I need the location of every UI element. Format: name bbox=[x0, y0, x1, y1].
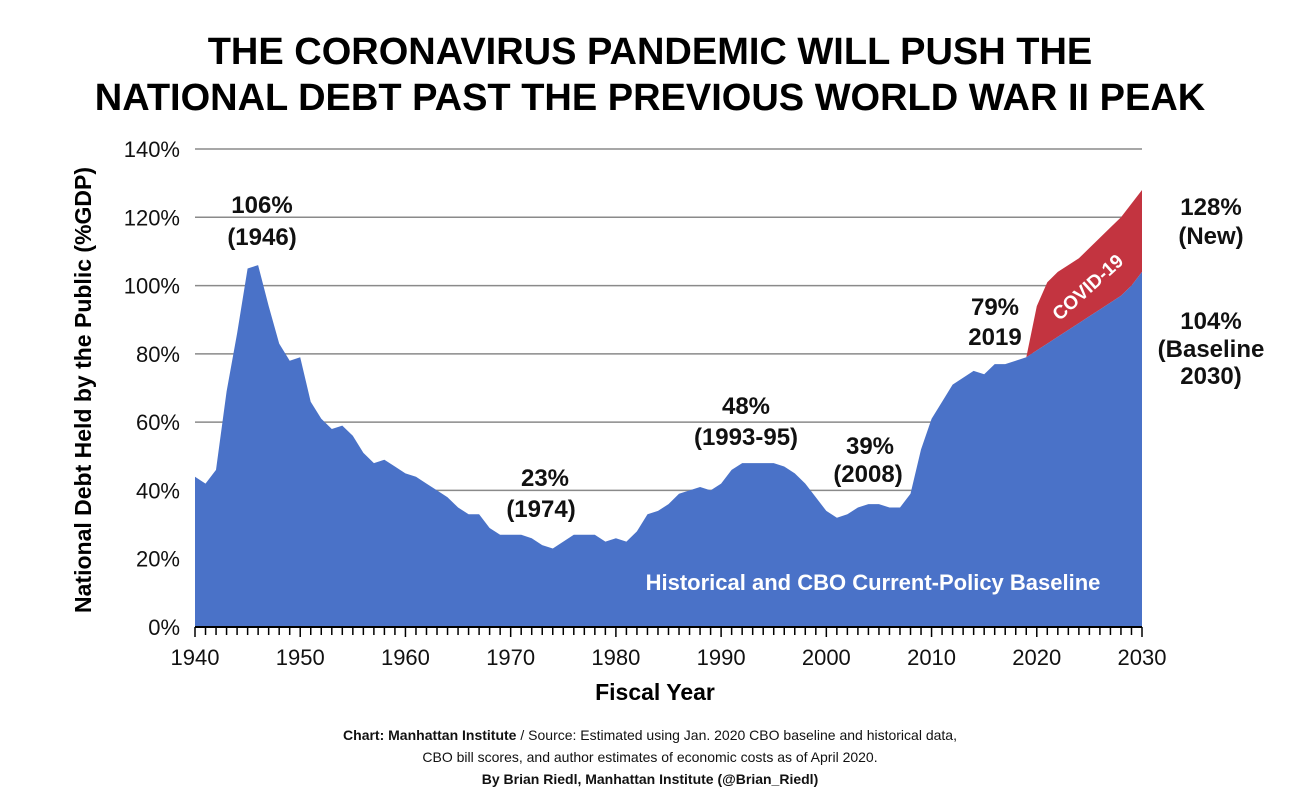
footer-source-line-2: CBO bill scores, and author estimates of… bbox=[422, 749, 878, 765]
y-axis: 0% 20% 40% 60% 80% 100% 120% 140% bbox=[124, 137, 180, 640]
y-tick-label: 40% bbox=[136, 478, 180, 503]
data-label-baseline-value: 104% bbox=[1180, 308, 1241, 335]
footer-source-line-1: Chart: Manhattan Institute / Source: Est… bbox=[0, 727, 1300, 743]
footer-source-text: Source: Estimated using Jan. 2020 CBO ba… bbox=[528, 727, 957, 743]
x-tick-label: 2030 bbox=[1118, 645, 1167, 670]
x-axis-label: Fiscal Year bbox=[595, 679, 715, 705]
x-tick-label: 1940 bbox=[171, 645, 220, 670]
data-label-2008-value: 39% bbox=[846, 433, 894, 460]
data-label-1993-value: 48% bbox=[722, 393, 770, 420]
x-tick-label: 2000 bbox=[802, 645, 851, 670]
footer-separator: / bbox=[516, 727, 529, 743]
x-axis: 1940 1950 1960 1970 1980 1990 2000 2010 2020 2030 bbox=[171, 626, 1167, 670]
data-label-new-caption: (New) bbox=[1178, 223, 1243, 250]
debt-area-chart: 1940 1950 1960 1970 1980 1990 2000 2010 2020 2030… bbox=[70, 137, 1265, 705]
x-tick-label: 1970 bbox=[486, 645, 535, 670]
covid-area bbox=[1026, 190, 1142, 358]
data-label-1993-year: (1993-95) bbox=[694, 424, 798, 451]
x-tick-label: 2020 bbox=[1012, 645, 1061, 670]
y-tick-label: 80% bbox=[136, 342, 180, 367]
data-label-1974-value: 23% bbox=[521, 465, 569, 492]
x-tick-label: 1980 bbox=[591, 645, 640, 670]
footer-credit: Chart: Manhattan Institute bbox=[343, 727, 517, 743]
data-label-new-value: 128% bbox=[1180, 194, 1241, 221]
area-series bbox=[195, 190, 1142, 627]
chart-title-line-1: THE CORONAVIRUS PANDEMIC WILL PUSH THE bbox=[207, 31, 1093, 73]
x-tick-label: 1990 bbox=[697, 645, 746, 670]
y-tick-label: 120% bbox=[124, 205, 180, 230]
data-label-1974-year: (1974) bbox=[506, 496, 575, 523]
x-tick-label: 1950 bbox=[276, 645, 325, 670]
y-tick-label: 140% bbox=[124, 137, 180, 162]
chart-title-line-2: NATIONAL DEBT PAST THE PREVIOUS WORLD WA… bbox=[94, 77, 1206, 119]
baseline-series-label: Historical and CBO Current-Policy Baseli… bbox=[646, 570, 1101, 595]
y-tick-label: 0% bbox=[148, 615, 180, 640]
footer-byline: By Brian Riedl, Manhattan Institute (@Br… bbox=[481, 771, 819, 787]
y-tick-label: 100% bbox=[124, 274, 180, 299]
baseline-area bbox=[195, 265, 1142, 627]
x-tick-label: 2010 bbox=[907, 645, 956, 670]
y-tick-label: 60% bbox=[136, 410, 180, 435]
data-label-2019-year: 2019 bbox=[968, 324, 1021, 351]
data-label-1946-value: 106% bbox=[231, 192, 292, 219]
x-tick-label: 1960 bbox=[381, 645, 430, 670]
y-tick-label: 20% bbox=[136, 547, 180, 572]
data-label-2008-year: (2008) bbox=[833, 461, 902, 488]
data-label-1946-year: (1946) bbox=[227, 224, 296, 251]
data-label-2019-value: 79% bbox=[971, 294, 1019, 321]
data-label-baseline-year: 2030) bbox=[1180, 363, 1241, 390]
data-label-baseline-caption: (Baseline bbox=[1158, 336, 1265, 363]
y-axis-label: National Debt Held by the Public (%GDP) bbox=[70, 167, 96, 613]
